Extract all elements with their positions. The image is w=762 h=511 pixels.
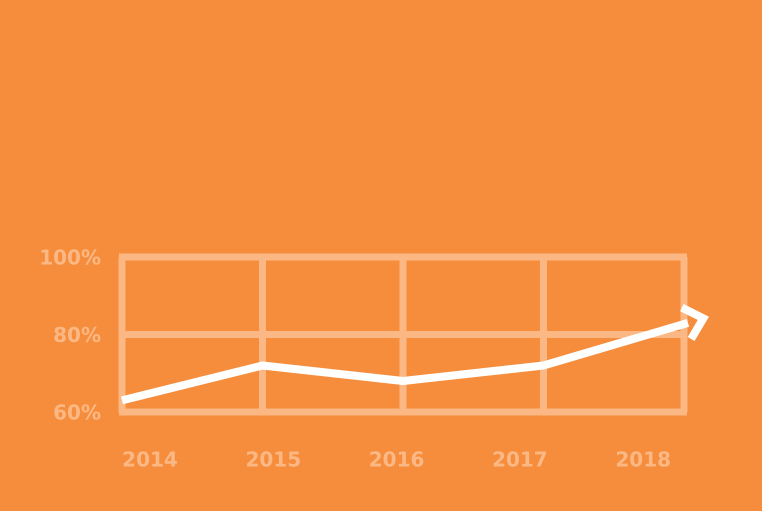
y-tick-label: 80%: [53, 323, 101, 347]
x-tick-label: 2014: [122, 448, 178, 472]
data-line: [121, 319, 690, 405]
x-tick-label: 2016: [369, 448, 425, 472]
arrow-head: [680, 304, 709, 342]
x-tick-label: 2017: [492, 448, 548, 472]
x-tick-label: 2015: [245, 448, 301, 472]
y-tick-label: 60%: [53, 401, 101, 425]
x-tick-label: 2018: [615, 448, 671, 472]
y-tick-label: 100%: [39, 246, 101, 270]
